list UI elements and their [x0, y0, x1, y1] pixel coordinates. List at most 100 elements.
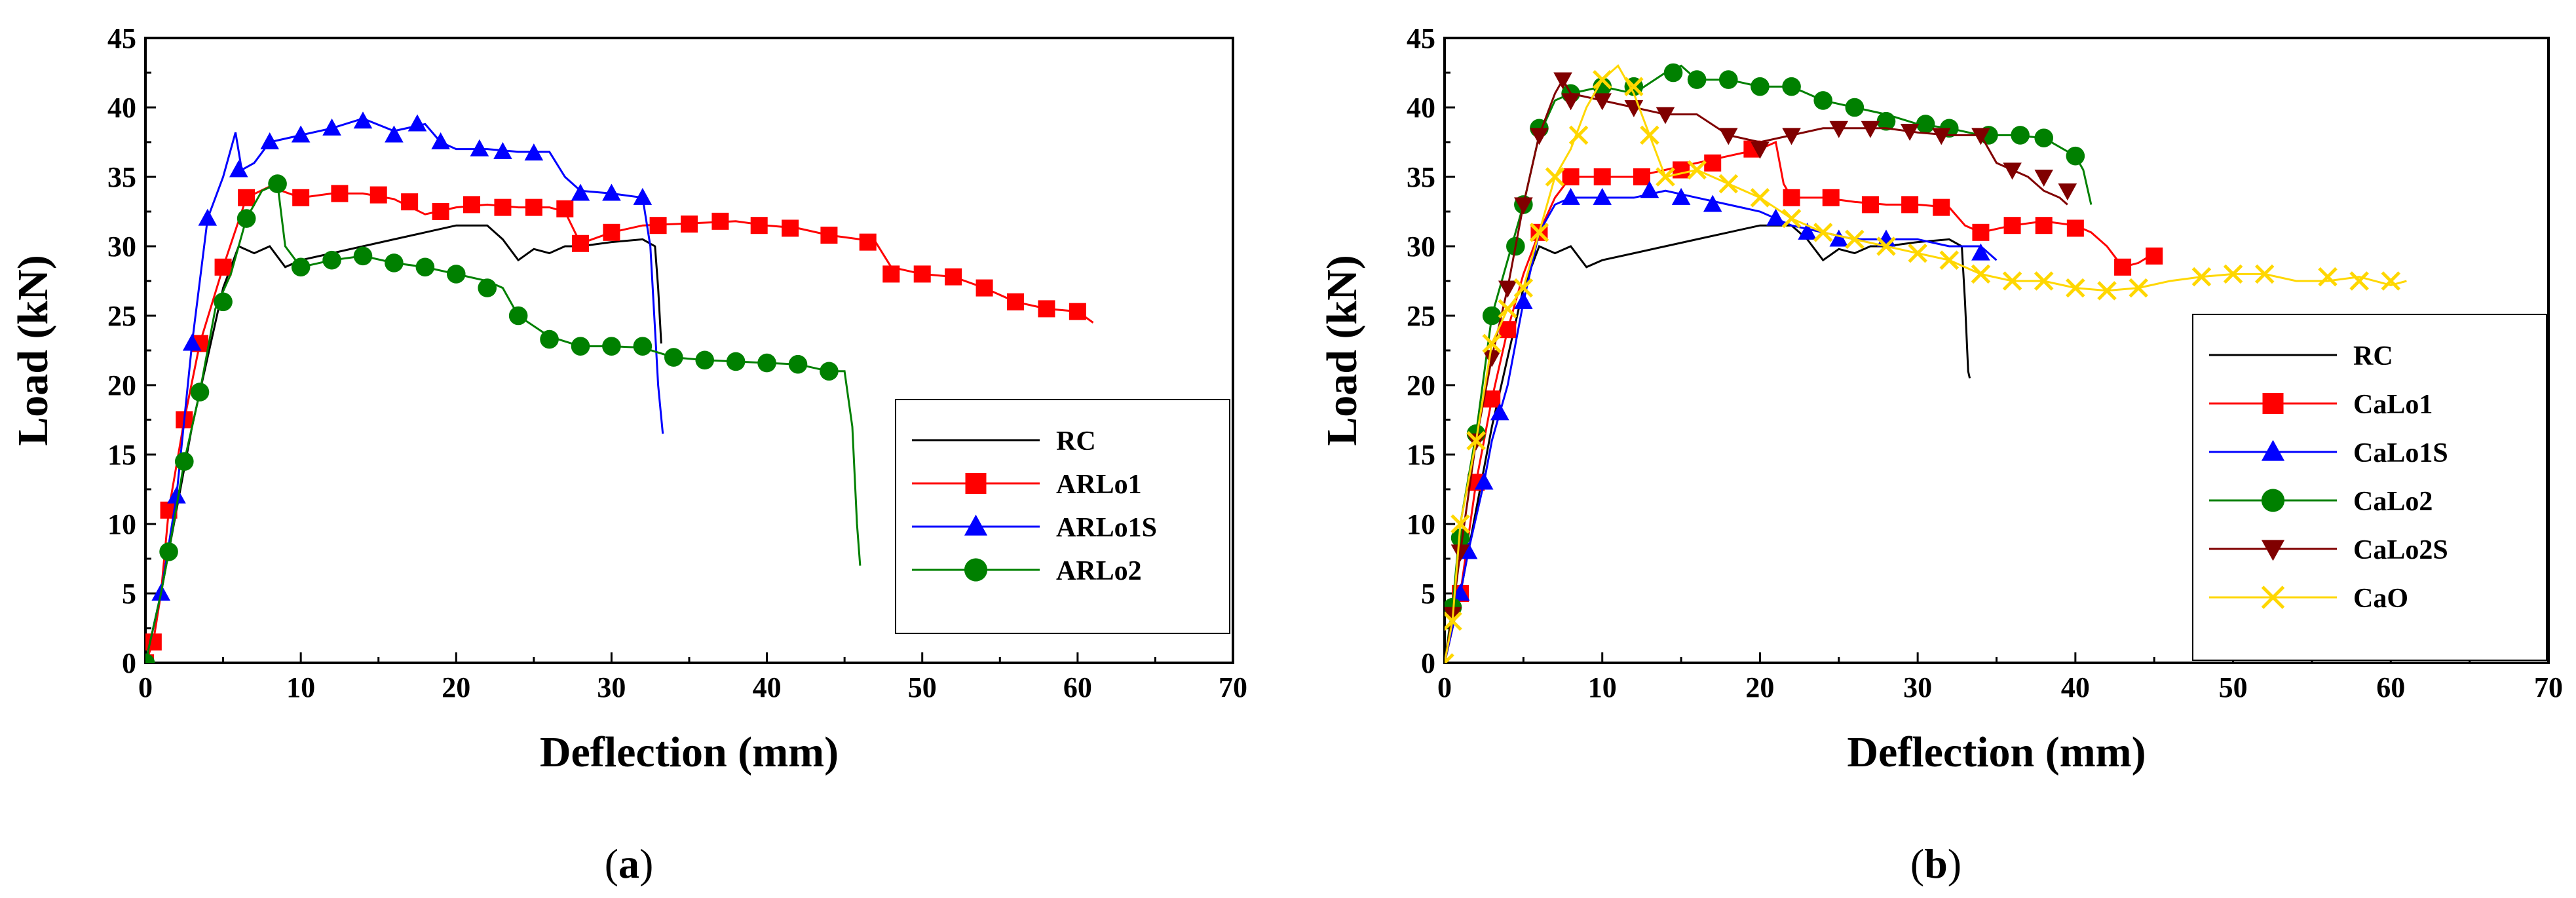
x-tick-label: 40 [753, 671, 782, 703]
x-tick-label: 70 [1219, 671, 1247, 703]
marker-ARLo1 [292, 189, 310, 206]
marker-CaLo2S [2058, 183, 2077, 201]
marker-CaLo1 [1972, 223, 1990, 241]
marker-CaO [1498, 299, 1518, 319]
marker-CaLo2 [2011, 126, 2030, 145]
x-tick-label: 0 [138, 671, 153, 703]
marker-CaO [1971, 264, 1991, 284]
marker-CaO [1592, 69, 1612, 90]
marker-ARLo1 [945, 268, 962, 286]
x-tick-label: 10 [286, 671, 315, 703]
marker-ARLo1 [369, 186, 387, 204]
marker-ARLo2 [415, 257, 435, 277]
y-tick-label: 0 [1421, 647, 1435, 679]
marker-ARLo2 [190, 383, 210, 402]
marker-ARLo2 [633, 337, 653, 356]
marker-CaLo2S [1450, 544, 1470, 562]
marker-CaO [1750, 188, 1770, 208]
marker-ARLo1S [167, 486, 186, 504]
caption-b-letter: b [1924, 840, 1948, 887]
marker-ARLo1S [493, 141, 512, 159]
legend-marker-CaO [2261, 586, 2285, 609]
y-tick-label: 25 [1407, 300, 1435, 332]
marker-CaO [2349, 271, 2369, 291]
y-tick-label: 40 [1407, 92, 1435, 124]
marker-CaLo1 [2114, 258, 2132, 276]
marker-ARLo2 [726, 352, 746, 371]
marker-CaLo1 [2146, 247, 2163, 265]
series-CaLo2S [1445, 72, 2077, 663]
marker-CaLo2S [1656, 107, 1675, 124]
marker-ARLo2 [602, 337, 621, 356]
marker-ARLo1 [214, 258, 232, 276]
marker-CaO [1624, 77, 1644, 96]
marker-ARLo1 [750, 217, 768, 234]
marker-ARLo1S [353, 111, 373, 129]
marker-ARLo1S [291, 125, 311, 143]
y-tick-label: 5 [122, 578, 136, 610]
marker-ARLo2 [571, 337, 590, 356]
legend-label-CaLo1S: CaLo1S [2353, 438, 2448, 468]
marker-CaO [1513, 278, 1534, 298]
legend: RC CaLo1 CaLo1S CaLo2 CaLo2S CaO [2192, 314, 2547, 661]
marker-CaO [1687, 160, 1707, 180]
marker-ARLo1 [882, 265, 900, 283]
marker-CaO [2191, 267, 2212, 287]
marker-CaO [2034, 271, 2054, 291]
marker-ARLo1 [1007, 293, 1024, 310]
marker-ARLo1 [401, 193, 419, 211]
marker-ARLo1 [331, 185, 349, 202]
series-ARLo1S [145, 111, 664, 663]
series-ARLo2 [145, 174, 862, 663]
marker-CaLo2S [1861, 121, 1880, 138]
y-tick-label: 30 [107, 231, 136, 263]
marker-CaO [1545, 167, 1565, 187]
x-tick-label: 20 [1745, 671, 1774, 703]
marker-ARLo1S [470, 139, 489, 157]
marker-ARLo1S [229, 160, 248, 178]
y-tick-label: 15 [107, 439, 136, 471]
marker-CaO [1482, 333, 1502, 354]
legend-label-ARLo1: ARLo1 [1056, 470, 1142, 500]
marker-CaLo1 [2003, 217, 2021, 234]
marker-CaLo1S [1474, 472, 1494, 490]
legend-box [895, 399, 1230, 634]
marker-ARLo2 [695, 350, 715, 370]
marker-CaLo2 [1663, 63, 1683, 83]
y-tick-label: 20 [1407, 369, 1435, 402]
marker-CaLo1S [1514, 291, 1533, 309]
marker-CaO [1640, 125, 1659, 145]
marker-ARLo1 [494, 198, 512, 216]
marker-CaLo1S [1766, 208, 1785, 226]
marker-ARLo1 [711, 212, 729, 230]
marker-CaLo2S [2003, 162, 2022, 180]
marker-CaLo1 [1822, 189, 1840, 206]
marker-CaO [1876, 236, 1896, 256]
marker-ARLo1 [145, 633, 162, 651]
x-tick-label: 0 [1437, 671, 1452, 703]
marker-CaO [2381, 271, 2401, 291]
marker-CaO [1529, 223, 1549, 242]
marker-ARLo1S [407, 114, 427, 132]
marker-CaO [2002, 271, 2022, 291]
marker-CaLo1S [1798, 222, 1817, 240]
series-CaO [1445, 64, 2407, 663]
marker-CaO [2129, 278, 2148, 298]
y-tick-label: 45 [1407, 22, 1435, 54]
marker-CaLo2 [1482, 306, 1502, 326]
x-tick-label: 60 [1063, 671, 1092, 703]
marker-ARLo1S [431, 132, 450, 150]
marker-CaLo1 [1593, 168, 1611, 185]
y-axis-title: Load (kN) [9, 255, 57, 446]
marker-CaLo1 [1901, 196, 1919, 214]
marker-ARLo2 [353, 246, 373, 266]
marker-CaLo2S [1561, 93, 1580, 111]
legend-label-CaO: CaO [2353, 584, 2408, 614]
marker-ARLo2 [159, 542, 178, 561]
series-CaLo2 [1445, 63, 2093, 663]
marker-CaLo1S [1490, 403, 1509, 421]
marker-ARLo1S [571, 183, 590, 201]
marker-CaLo2 [2034, 128, 2054, 147]
marker-CaO [1445, 611, 1462, 631]
